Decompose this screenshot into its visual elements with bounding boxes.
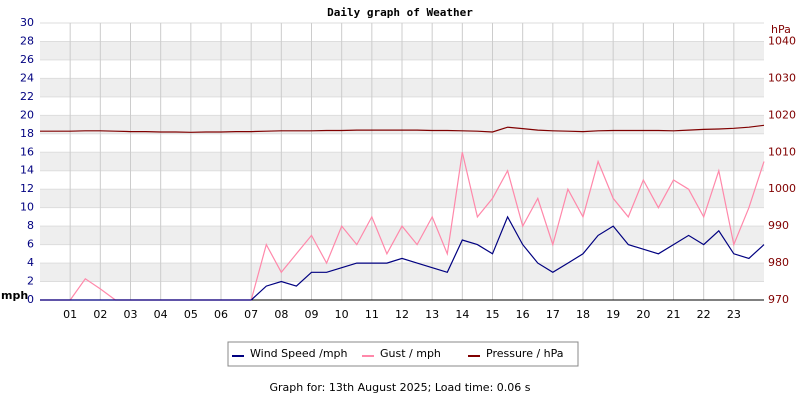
y-tick-label: 30 <box>20 16 34 29</box>
x-tick-label: 15 <box>486 308 500 321</box>
x-tick-label: 08 <box>274 308 288 321</box>
legend-label: Pressure / hPa <box>486 347 564 360</box>
x-tick-label: 19 <box>606 308 620 321</box>
x-tick-label: 02 <box>93 308 107 321</box>
x-tick-label: 13 <box>425 308 439 321</box>
series-line <box>40 215 765 301</box>
y-tick-label: 22 <box>20 90 34 103</box>
x-tick-label: 11 <box>365 308 379 321</box>
legend-label: Wind Speed /mph <box>250 347 348 360</box>
y-tick-label: 2 <box>27 275 34 288</box>
chart-title: Daily graph of Weather <box>327 6 473 19</box>
y-tick-label: 4 <box>27 256 34 269</box>
x-tick-label: 09 <box>305 308 319 321</box>
y-tick-label: 24 <box>20 71 34 84</box>
series-line <box>40 124 765 133</box>
x-tick-label: 05 <box>184 308 198 321</box>
x-tick-label: 21 <box>667 308 681 321</box>
y-tick-label: 8 <box>27 219 34 232</box>
x-tick-label: 10 <box>335 308 349 321</box>
legend-label: Gust / mph <box>380 347 441 360</box>
y2-axis-label: hPa <box>771 23 791 36</box>
y-axis-label: mph <box>1 289 28 302</box>
y2-tick-label: 990 <box>768 219 789 232</box>
y-tick-label: 20 <box>20 108 34 121</box>
y-tick-label: 28 <box>20 34 34 47</box>
y2-tick-label: 970 <box>768 293 789 306</box>
y-tick-label: 26 <box>20 53 34 66</box>
y2-tick-label: 980 <box>768 256 789 269</box>
legend-box <box>227 341 579 367</box>
x-tick-label: 07 <box>244 308 258 321</box>
x-tick-label: 23 <box>727 308 741 321</box>
y2-tick-label: 1030 <box>768 71 796 84</box>
y-tick-label: 12 <box>20 182 34 195</box>
x-tick-label: 04 <box>154 308 168 321</box>
x-tick-label: 03 <box>124 308 138 321</box>
x-tick-label: 22 <box>697 308 711 321</box>
x-tick-label: 12 <box>395 308 409 321</box>
y-tick-label: 14 <box>20 164 34 177</box>
y-tick-label: 16 <box>20 145 34 158</box>
x-tick-label: 06 <box>214 308 228 321</box>
y2-tick-label: 1010 <box>768 145 796 158</box>
y2-tick-label: 1000 <box>768 182 796 195</box>
x-tick-label: 18 <box>576 308 590 321</box>
footer: Graph for: 13th August 2025; Load time: … <box>270 381 531 394</box>
y-tick-label: 0 <box>27 293 34 306</box>
x-tick-label: 01 <box>63 308 77 321</box>
y-tick-label: 10 <box>20 201 34 214</box>
y-tick-label: 6 <box>27 238 34 251</box>
y-tick-label: 18 <box>20 127 34 140</box>
x-tick-label: 20 <box>636 308 650 321</box>
x-tick-label: 17 <box>546 308 560 321</box>
x-tick-label: 16 <box>516 308 530 321</box>
y2-tick-label: 1040 <box>768 34 796 47</box>
x-tick-label: 14 <box>455 308 469 321</box>
y2-tick-label: 1020 <box>768 108 796 121</box>
